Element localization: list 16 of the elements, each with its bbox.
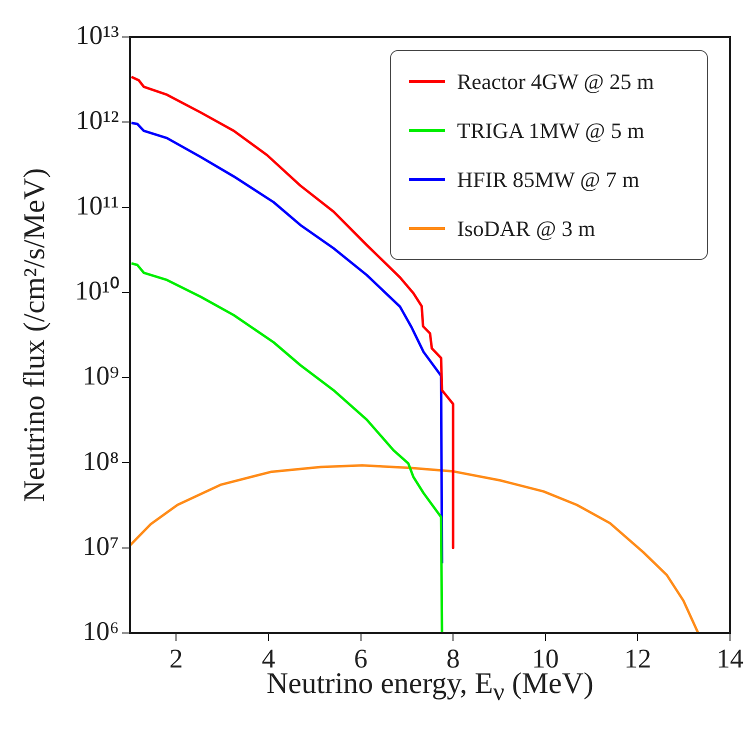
y-tick-label: 10⁶ — [82, 616, 119, 646]
y-tick-label: 10¹³ — [76, 20, 119, 50]
y-tick-label: 10⁹ — [82, 360, 119, 391]
y-axis-title: Neutrino flux (/cm²/s/MeV) — [18, 168, 52, 502]
x-tick-label: 12 — [624, 643, 652, 674]
x-tick-label: 2 — [169, 643, 183, 674]
x-tick-label: 14 — [716, 643, 744, 674]
y-tick-label: 10¹⁰ — [74, 276, 119, 306]
y-tick-label: 10¹¹ — [76, 190, 119, 220]
legend-label: IsoDAR @ 3 m — [457, 216, 596, 242]
legend-label: HFIR 85MW @ 7 m — [457, 166, 640, 192]
y-tick-label: 10⁷ — [82, 530, 119, 561]
y-tick-label: 10⁸ — [82, 446, 119, 476]
y-tick-label: 10¹² — [76, 105, 119, 136]
legend-label: Reactor 4GW @ 25 m — [457, 68, 654, 94]
legend-label: TRIGA 1MW @ 5 m — [457, 118, 644, 144]
